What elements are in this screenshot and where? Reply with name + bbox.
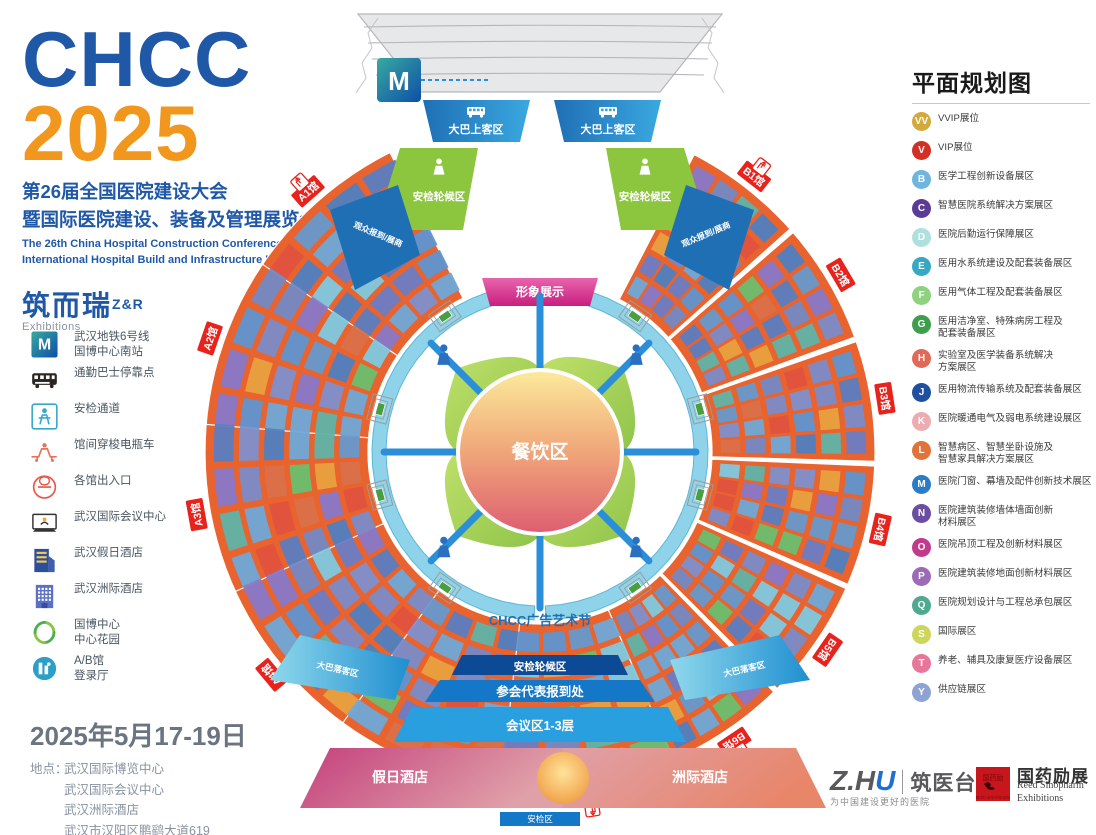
svg-text:大巴上客区: 大巴上客区 [449,122,504,136]
svg-text:CHCC广告艺术节: CHCC广告艺术节 [489,613,592,628]
svg-text:国药励: 国药励 [983,773,1004,782]
svg-text:M: M [38,337,51,354]
svg-text:安检区: 安检区 [527,814,553,824]
svg-text:安检轮候区: 安检轮候区 [619,190,672,203]
svg-text:假日酒店: 假日酒店 [372,769,428,785]
svg-text:会议区1-3层: 会议区1-3层 [506,718,575,733]
svg-text:洲际酒店: 洲际酒店 [672,769,728,785]
svg-text:餐饮区: 餐饮区 [511,440,568,463]
svg-text:参会代表报到处: 参会代表报到处 [496,684,584,699]
svg-text:安检轮候区: 安检轮候区 [514,660,567,673]
svg-text:M: M [388,66,410,96]
svg-text:大巴上客区: 大巴上客区 [581,122,636,136]
svg-text:安检轮候区: 安检轮候区 [413,190,466,203]
svg-text:REED SINOPHARM: REED SINOPHARM [976,795,1010,800]
